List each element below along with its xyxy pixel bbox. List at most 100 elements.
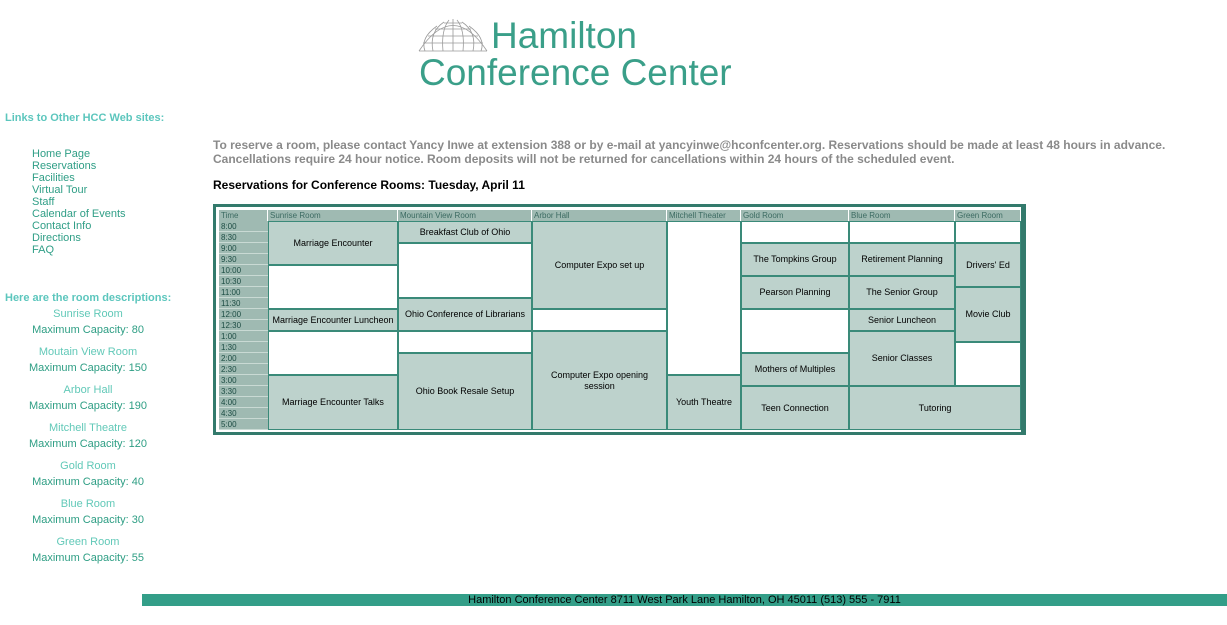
room-capacity: Maximum Capacity: 190 xyxy=(29,400,147,412)
time-slot: 3:00 xyxy=(219,375,268,386)
room-capacity: Maximum Capacity: 55 xyxy=(32,552,144,564)
event-ohio-book-resale-setup[interactable]: Ohio Book Resale Setup xyxy=(398,353,532,430)
time-slot: 1:00 xyxy=(219,331,268,342)
room-sunrise: Sunrise Room Maximum Capacity: 80 xyxy=(0,307,176,339)
event-the-senior-group[interactable]: The Senior Group xyxy=(849,276,955,309)
link-faq[interactable]: FAQ xyxy=(32,244,55,256)
event-marriage-encounter-talks[interactable]: Marriage Encounter Talks xyxy=(268,375,398,430)
rooms-heading: Here are the room descriptions: xyxy=(5,292,172,304)
event-computer-expo-opening-session[interactable]: Computer Expo opening session xyxy=(532,331,667,430)
event-the-tompkins-group[interactable]: The Tompkins Group xyxy=(741,243,849,276)
room-capacity: Maximum Capacity: 80 xyxy=(32,324,144,336)
open-slot xyxy=(741,309,849,353)
reservation-schedule-table: Time Sunrise Room Mountain View Room Arbor … xyxy=(213,204,1026,435)
time-slot: 5:00 xyxy=(219,419,268,430)
link-directions[interactable]: Directions xyxy=(32,232,81,244)
event-movie-club[interactable]: Movie Club xyxy=(955,287,1021,342)
time-slot: 9:00 xyxy=(219,243,268,254)
logo-title-line2: Conference Center xyxy=(419,52,732,93)
room-name: Gold Room xyxy=(60,460,116,472)
event-breakfast-club-of-ohio[interactable]: Breakfast Club of Ohio xyxy=(398,221,532,243)
time-slot: 8:00 xyxy=(219,221,268,232)
link-calendar-of-events[interactable]: Calendar of Events xyxy=(32,208,126,220)
event-youth-theatre[interactable]: Youth Theatre xyxy=(667,375,741,430)
time-slot: 10:30 xyxy=(219,276,268,287)
time-slot: 2:00 xyxy=(219,353,268,364)
link-contact-info[interactable]: Contact Info xyxy=(32,220,92,232)
time-slot: 11:30 xyxy=(219,298,268,309)
room-name: Mitchell Theatre xyxy=(48,422,128,434)
event-ohio-conference-of-librarians[interactable]: Ohio Conference of Librarians xyxy=(398,298,532,331)
room-name: Moutain View Room xyxy=(38,346,138,358)
column-header-sunrise-room: Sunrise Room xyxy=(268,210,398,221)
footer-address: Hamilton Conference Center 8711 West Par… xyxy=(142,594,1227,606)
room-descriptions: Sunrise Room Maximum Capacity: 80 Moutai… xyxy=(0,307,176,573)
column-header-blue-room: Blue Room xyxy=(849,210,955,221)
event-pearson-planning[interactable]: Pearson Planning xyxy=(741,276,849,309)
event-tutoring[interactable]: Tutoring xyxy=(849,386,1021,430)
event-marriage-encounter-luncheon[interactable]: Marriage Encounter Luncheon xyxy=(268,309,398,331)
time-slot: 3:30 xyxy=(219,386,268,397)
room-mountain-view: Moutain View Room Maximum Capacity: 150 xyxy=(0,345,176,377)
event-senior-classes[interactable]: Senior Classes xyxy=(849,331,955,386)
reservation-notice: To reserve a room, please contact Yancy … xyxy=(213,138,1166,166)
column-header-green-room: Green Room xyxy=(955,210,1021,221)
event-teen-connection[interactable]: Teen Connection xyxy=(741,386,849,430)
open-slot xyxy=(398,331,532,353)
links-heading: Links to Other HCC Web sites: xyxy=(5,112,165,124)
link-staff[interactable]: Staff xyxy=(32,196,55,208)
event-computer-expo-set-up[interactable]: Computer Expo set up xyxy=(532,221,667,309)
open-slot xyxy=(849,221,955,243)
event-retirement-planning[interactable]: Retirement Planning xyxy=(849,243,955,276)
time-slot: 12:30 xyxy=(219,320,268,331)
time-slot: 9:30 xyxy=(219,254,268,265)
time-slot: 1:30 xyxy=(219,342,268,353)
logo-title-line1: Hamilton xyxy=(491,15,637,56)
room-capacity: Maximum Capacity: 40 xyxy=(32,476,144,488)
room-name: Sunrise Room xyxy=(53,308,123,320)
room-capacity: Maximum Capacity: 30 xyxy=(32,514,144,526)
room-capacity: Maximum Capacity: 120 xyxy=(29,438,147,450)
time-slot: 11:00 xyxy=(219,287,268,298)
link-home-page[interactable]: Home Page xyxy=(32,148,91,160)
room-green: Green Room Maximum Capacity: 55 xyxy=(0,535,176,567)
room-mitchell-theatre: Mitchell Theatre Maximum Capacity: 120 xyxy=(0,421,176,453)
open-slot xyxy=(532,309,667,331)
time-slot: 4:00 xyxy=(219,397,268,408)
column-header-mitchell-theater: Mitchell Theater xyxy=(667,210,741,221)
open-slot xyxy=(667,221,741,375)
time-slot: 8:30 xyxy=(219,232,268,243)
event-senior-luncheon[interactable]: Senior Luncheon xyxy=(849,309,955,331)
event-mothers-of-multiples[interactable]: Mothers of Multiples xyxy=(741,353,849,386)
time-slot: 2:30 xyxy=(219,364,268,375)
room-blue: Blue Room Maximum Capacity: 30 xyxy=(0,497,176,529)
link-reservations[interactable]: Reservations xyxy=(32,160,97,172)
site-links: Home Page Reservations Facilities Virtua… xyxy=(32,148,126,256)
event-drivers-ed[interactable]: Drivers' Ed xyxy=(955,243,1021,287)
globe-icon xyxy=(418,19,488,52)
room-arbor-hall: Arbor Hall Maximum Capacity: 190 xyxy=(0,383,176,415)
open-slot xyxy=(268,265,398,309)
room-capacity: Maximum Capacity: 150 xyxy=(29,362,147,374)
room-name: Arbor Hall xyxy=(63,384,113,396)
room-name: Blue Room xyxy=(60,498,116,510)
room-name: Green Room xyxy=(56,536,120,548)
room-gold: Gold Room Maximum Capacity: 40 xyxy=(0,459,176,491)
open-slot xyxy=(955,221,1021,243)
open-slot xyxy=(268,331,398,375)
time-slot: 10:00 xyxy=(219,265,268,276)
open-slot xyxy=(741,221,849,243)
event-marriage-encounter[interactable]: Marriage Encounter xyxy=(268,221,398,265)
time-column-header: Time xyxy=(219,210,268,221)
column-header-arbor-hall: Arbor Hall xyxy=(532,210,667,221)
link-facilities[interactable]: Facilities xyxy=(32,172,75,184)
schedule-grid: Time Sunrise Room Mountain View Room Arbor … xyxy=(216,207,1021,432)
time-slot: 4:30 xyxy=(219,408,268,419)
time-slot: 12:00 xyxy=(219,309,268,320)
link-virtual-tour[interactable]: Virtual Tour xyxy=(32,184,88,196)
reservations-title: Reservations for Conference Rooms: Tuesd… xyxy=(213,178,525,192)
open-slot xyxy=(398,243,532,298)
open-slot xyxy=(955,342,1021,386)
column-header-mountain-view-room: Mountain View Room xyxy=(398,210,532,221)
logo: Hamilton Conference Center xyxy=(417,14,747,94)
